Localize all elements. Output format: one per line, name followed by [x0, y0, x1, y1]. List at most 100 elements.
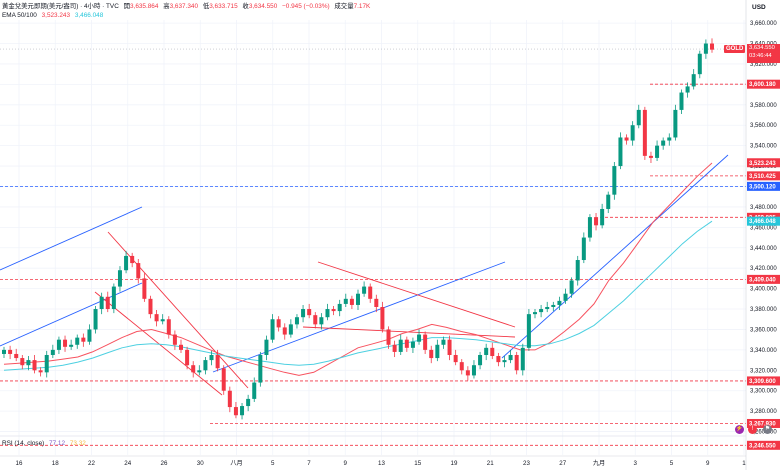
chart-header-line1: 黃金兌美元即期(美元/盎司) · 4小時 · TVC 開3,635.864 高3… [2, 3, 373, 11]
time-tick-label: 27 [559, 460, 566, 467]
candle-body [288, 324, 293, 335]
time-tick-label: 5 [271, 460, 275, 467]
price-labels: 3,600.180 3,523.243 3,510.425 3,500.120 3,46… [747, 79, 780, 450]
time-tick-label: 九月 [593, 459, 605, 467]
candle-body [514, 354, 519, 371]
candle-body [496, 356, 501, 363]
candle-body [368, 286, 373, 299]
price-axis[interactable]: 3,660.0003,640.0003,620.0003,600.0003,58… [745, 0, 777, 470]
grid-lines [0, 20, 746, 455]
time-tick-label: 26 [161, 460, 168, 467]
price-tick-label: 3,300.000 [750, 389, 777, 395]
candle-body [703, 43, 708, 54]
candle-body [81, 337, 86, 342]
alert-icon[interactable]: ! [748, 425, 757, 434]
candle-body [618, 137, 623, 167]
last-price-label: 3,634.550 03:46:44 [747, 44, 780, 63]
candle-body [398, 339, 403, 352]
candle-body [569, 280, 574, 294]
candle-body [233, 407, 238, 416]
blue-trendline [212, 261, 506, 373]
candle-body [648, 155, 653, 158]
candle-body [539, 309, 544, 313]
price-tick-label: 3,340.000 [750, 348, 777, 354]
price-label-box [747, 171, 780, 181]
ema-label[interactable]: EMA 50/100 [2, 12, 37, 19]
candle-body [502, 360, 507, 363]
candle-body [160, 319, 165, 322]
ema100-value: 3,466.048 [74, 12, 104, 19]
blue-trendline [501, 154, 729, 359]
candle-body [691, 74, 696, 87]
lightning-icon[interactable]: ⚡ [735, 425, 744, 434]
candle-body [380, 306, 385, 330]
rsi-label[interactable]: RSI (14, close) [2, 440, 45, 447]
candle-body [685, 86, 690, 93]
symbol-title[interactable]: 黃金兌美元即期(美元/盎司) · 4小時 · TVC [2, 3, 119, 10]
price-label-text: 3,409.040 [749, 277, 776, 283]
price-label-text: 3,523.243 [749, 161, 776, 167]
ema-line-50 [3, 162, 713, 376]
candle-body [319, 317, 324, 325]
candle-body [105, 296, 110, 310]
candle-body [441, 339, 446, 345]
candle-body [75, 337, 80, 345]
candle-body [697, 53, 702, 75]
candle-body [331, 309, 336, 312]
rsi-value-1: 77.12 [49, 440, 66, 447]
candle-body [148, 298, 153, 315]
candle-body [429, 349, 434, 359]
time-tick-label: 9 [706, 460, 710, 467]
candle-body [32, 360, 37, 371]
ema-line-100 [3, 220, 713, 371]
price-label-box [747, 440, 780, 450]
candle-body [154, 314, 159, 322]
candle-body [533, 312, 537, 315]
candle-body [63, 339, 68, 347]
candle-body [136, 263, 141, 279]
time-axis[interactable]: 16 18 22 24 26 30 八月 5 7 9 13 15 19 21 23 27 九月 3 5 9 1 [0, 455, 746, 467]
price-label-box [747, 181, 780, 191]
close-label: 收 [242, 3, 249, 10]
candle-body [404, 339, 409, 348]
candle-body [294, 317, 299, 325]
candle-body [435, 344, 440, 359]
candle-body [325, 309, 330, 318]
candle-body [423, 334, 428, 350]
price-tick-label: 3,480.000 [750, 205, 777, 211]
price-label-box [747, 79, 780, 89]
candle-body [258, 354, 263, 383]
candle-body [557, 300, 562, 305]
time-tick-label: 30 [197, 460, 204, 467]
candle-body [581, 237, 586, 261]
currency-label[interactable]: USD [752, 4, 766, 11]
low-value: 3,633.715 [209, 3, 238, 10]
candle-body [20, 358, 25, 366]
candle-body [478, 354, 483, 366]
time-tick-label: 1 [742, 460, 746, 467]
candle-body [612, 166, 617, 195]
candle-body [8, 349, 13, 354]
candle-body [172, 334, 177, 345]
time-tick-label: 5 [670, 460, 674, 467]
candle-body [343, 298, 348, 304]
candle-body [252, 382, 257, 399]
price-label-box [747, 274, 780, 284]
candle-body [142, 278, 147, 299]
volume-label: 成交量 [334, 3, 354, 10]
price-tick-label: 3,320.000 [750, 368, 777, 374]
time-tick-label: 3 [634, 460, 638, 467]
candle-body [99, 296, 104, 310]
horizontal-levels [0, 48, 746, 446]
candle-body [26, 360, 31, 366]
price-label-box [747, 418, 780, 428]
price-tick-label: 3,420.000 [750, 266, 777, 272]
flag-icon[interactable]: ⚑ [763, 425, 772, 434]
time-tick-label: 16 [16, 460, 23, 467]
low-label: 低 [202, 3, 210, 10]
ema50-value: 3,523.243 [41, 12, 71, 19]
close-value: 3,634.550 [248, 3, 278, 10]
time-tick-label: 23 [523, 460, 530, 467]
time-tick-label: 15 [414, 460, 421, 467]
